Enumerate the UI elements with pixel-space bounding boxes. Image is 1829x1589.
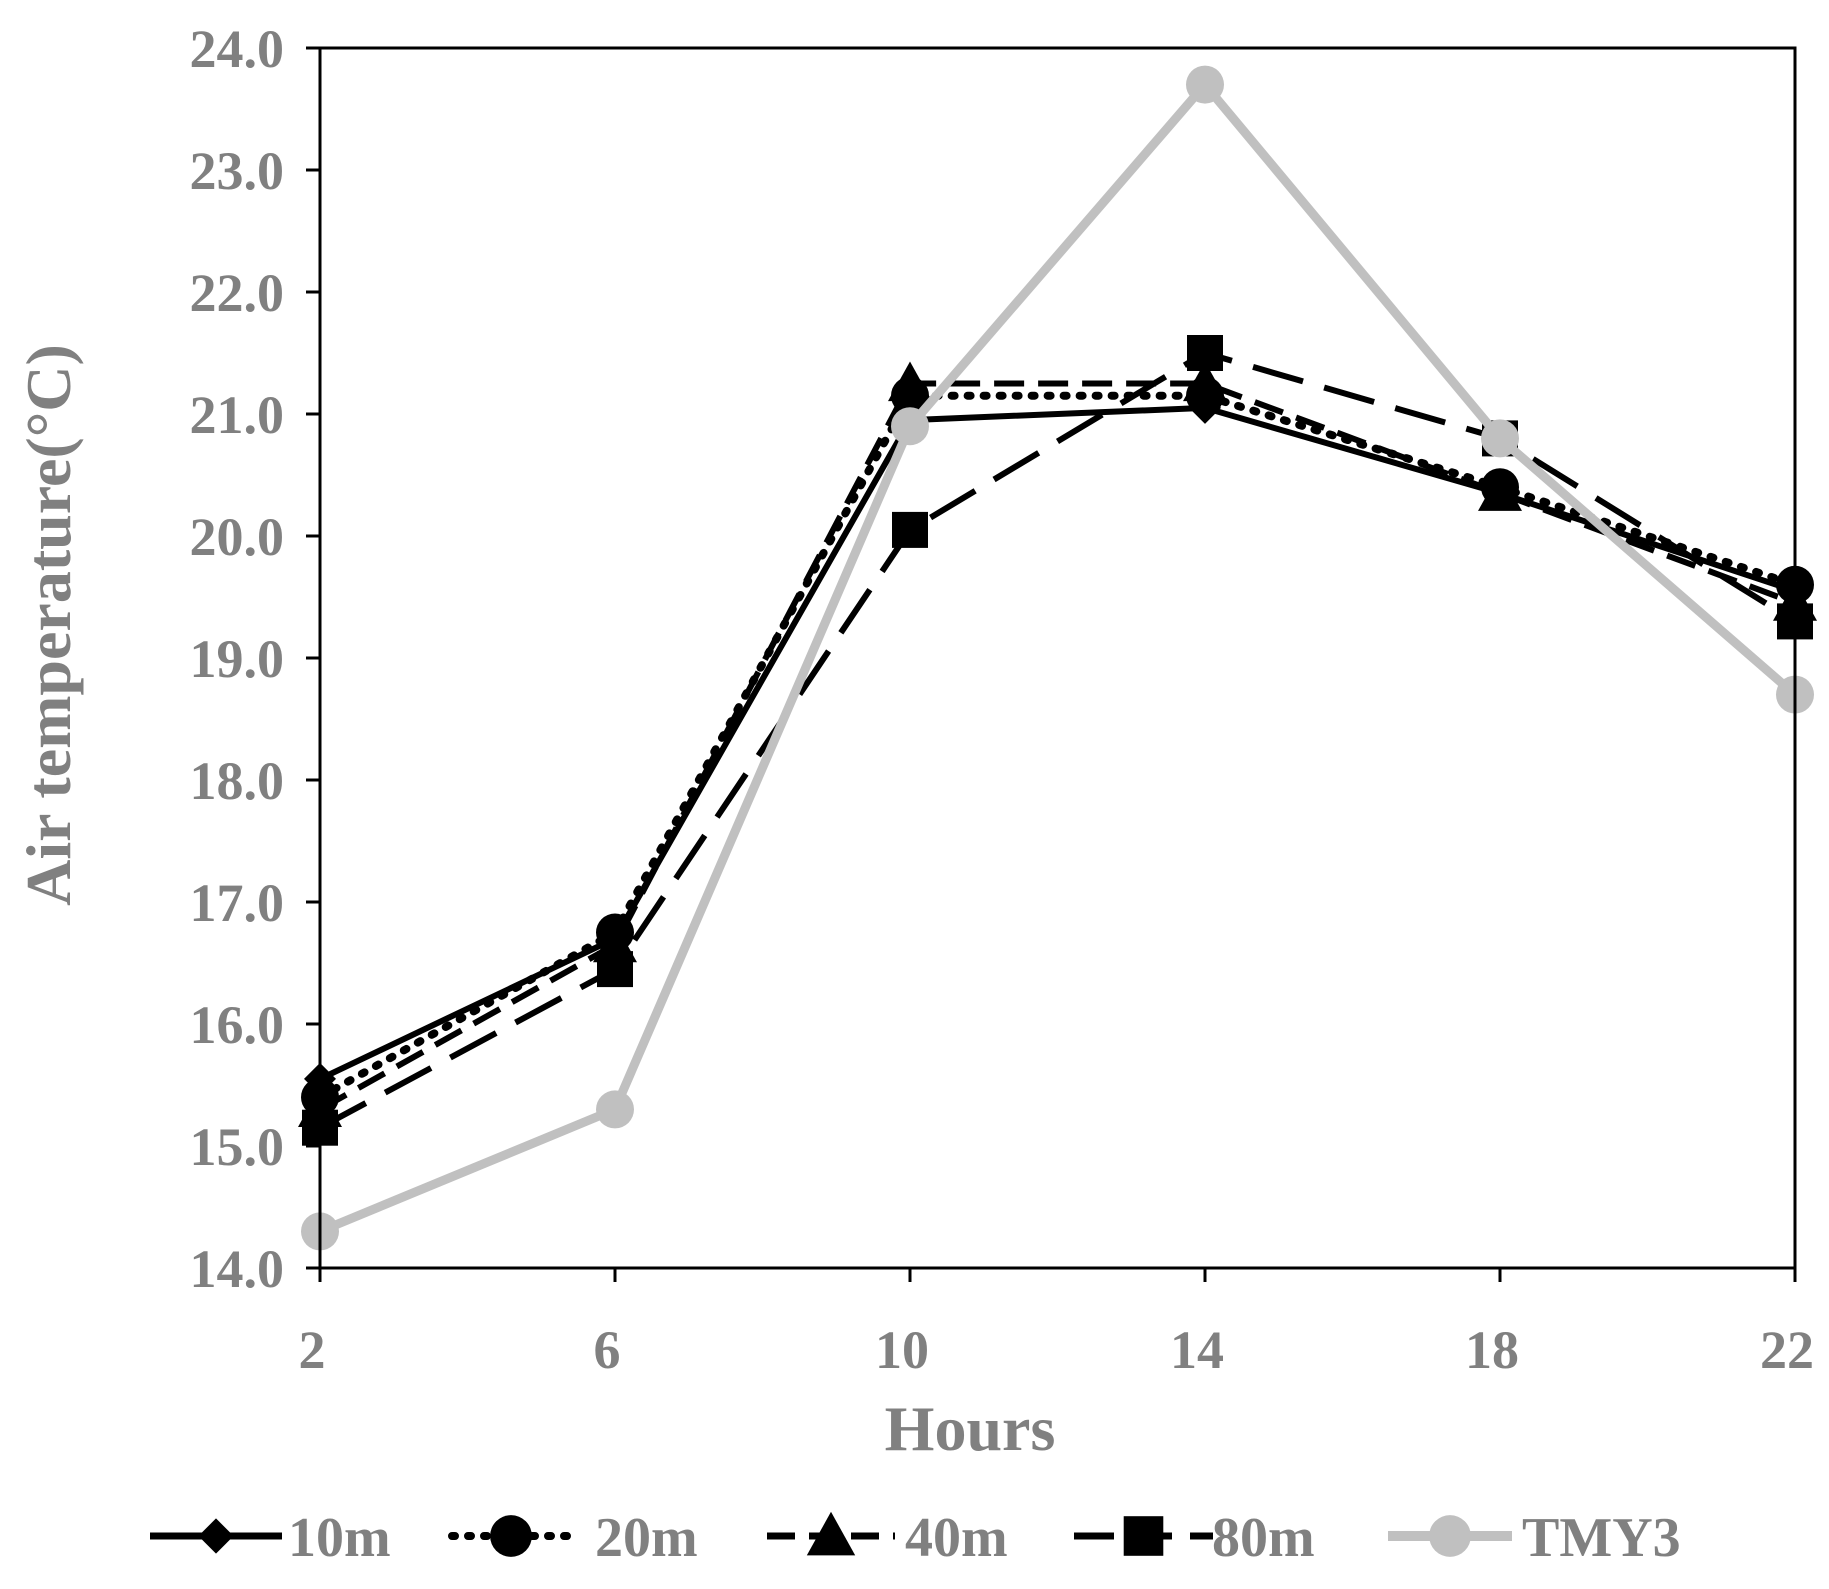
legend-label-40m: 40m [905,1507,1008,1569]
series-line-TMY3 [320,85,1795,1232]
x-axis-title: Hours [885,1393,1056,1464]
data-point-TMY3 [891,407,929,445]
legend-label-TMY3: TMY3 [1522,1507,1681,1569]
y-tick-label: 14.0 [190,1239,285,1299]
data-point-TMY3 [1186,66,1224,104]
series-line-80m [320,353,1795,1128]
y-tick-label: 19.0 [190,629,285,689]
legend-label-20m: 20m [595,1507,698,1569]
x-tick-label: 2 [299,1320,326,1380]
series-line-40m [320,384,1795,1110]
x-tick-label: 10 [875,1320,929,1380]
y-tick-label: 22.0 [190,263,285,323]
legend-label-10m: 10m [288,1507,391,1569]
data-point-TMY3 [1481,419,1519,457]
plot-area-frame [320,48,1795,1268]
y-axis-title: Air temperature(°C) [13,344,84,906]
legend-marker-10m [198,1518,233,1553]
legend-marker-80m [1124,1516,1164,1556]
x-tick-label: 14 [1170,1320,1224,1380]
y-tick-label: 20.0 [190,507,285,567]
y-tick-label: 16.0 [190,995,285,1055]
legend-label-80m: 80m [1212,1507,1315,1569]
line-chart: 14.0 15.0 16.0 17.0 18.0 19.0 20.0 21.0 22.0 23.0… [0,0,1829,1584]
y-tick-label: 24.0 [190,19,285,79]
y-tick-label: 21.0 [190,385,285,445]
data-point-80m [892,512,928,548]
y-tick-label: 23.0 [190,141,285,201]
legend-marker-20m [490,1515,532,1557]
y-tick-label: 18.0 [190,751,285,811]
data-point-TMY3 [596,1090,634,1128]
x-tick-label: 22 [1760,1320,1814,1380]
x-tick-label: 6 [594,1320,621,1380]
y-tick-label: 17.0 [190,873,285,933]
legend-marker-TMY3 [1429,1515,1471,1557]
x-tick-label: 18 [1465,1320,1519,1380]
y-tick-label: 15.0 [190,1117,285,1177]
chart-svg: 14.0 15.0 16.0 17.0 18.0 19.0 20.0 21.0 22.0 23.0… [0,0,1829,1584]
